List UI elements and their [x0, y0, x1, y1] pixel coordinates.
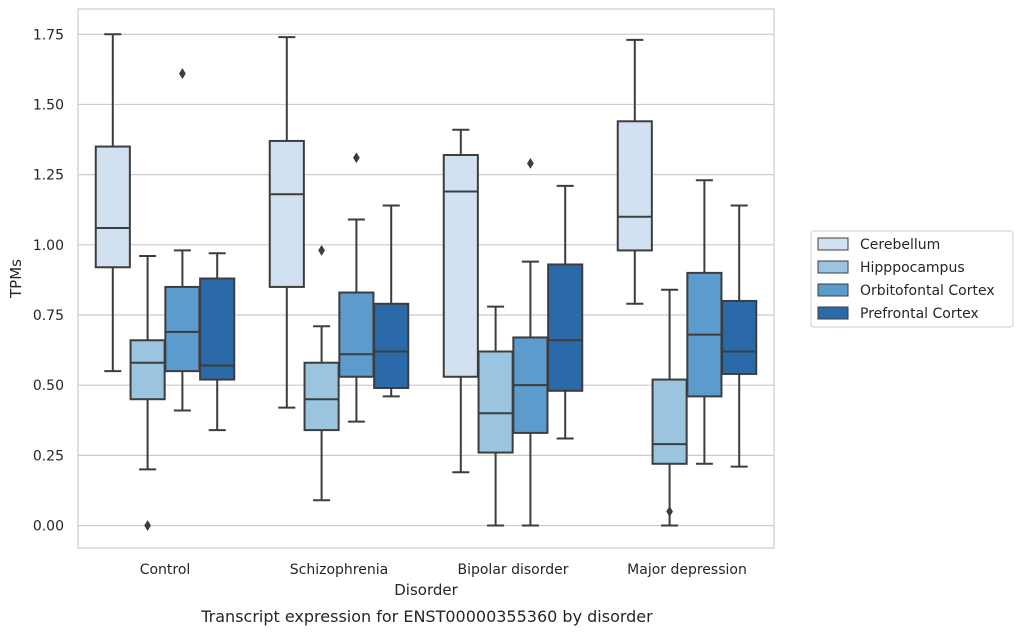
box-cerebellum — [94, 33, 131, 373]
box-iqr — [268, 139, 305, 288]
box-hipppocampus — [477, 305, 514, 527]
plot-frame — [77, 8, 775, 549]
box-cerebellum — [442, 128, 479, 474]
outlier-point — [179, 68, 186, 79]
legend-swatch — [817, 283, 849, 297]
box-iqr — [303, 361, 340, 432]
y-tick-label: 0.25 — [33, 448, 64, 464]
box-iqr — [616, 120, 653, 252]
box-orbitofontal-cortex — [338, 152, 375, 423]
box-cerebellum — [616, 38, 653, 305]
x-tick-label: Schizophrenia — [290, 562, 388, 578]
legend-label: Orbitofontal Cortex — [860, 283, 995, 299]
y-tick-label: 0.00 — [33, 519, 64, 535]
box-iqr — [164, 285, 201, 373]
box-iqr — [129, 339, 166, 401]
legend-swatch — [817, 260, 849, 274]
box-iqr — [442, 153, 479, 378]
y-tick-label: 1.50 — [33, 97, 64, 113]
y-tick-label: 0.50 — [33, 378, 64, 394]
legend: Cerebellum Hipppocampus Orbitofontal Corte… — [810, 230, 1014, 328]
y-tick-label: 1.25 — [33, 168, 64, 184]
box-iqr — [477, 350, 514, 454]
legend-label: Cerebellum — [860, 237, 940, 253]
box-orbitofontal-cortex — [686, 179, 723, 465]
box-iqr — [651, 378, 688, 465]
y-tick-labels: 0.00 0.25 0.50 0.75 1.00 1.25 1.50 1.75 — [33, 27, 64, 534]
box-prefrontal-cortex — [547, 184, 584, 440]
box-prefrontal-cortex — [721, 204, 758, 468]
box-hipppocampus — [129, 255, 166, 531]
x-tick-label: Control — [140, 562, 191, 578]
x-tick-label: Bipolar disorder — [457, 562, 568, 578]
outlier-point — [527, 158, 534, 169]
box-iqr — [373, 302, 410, 389]
chart-caption: Transcript expression for ENST0000035536… — [200, 607, 653, 626]
y-axis-label: TPMs — [7, 259, 25, 299]
box-orbitofontal-cortex — [512, 158, 549, 527]
box-prefrontal-cortex — [373, 204, 410, 398]
box-layer — [94, 33, 758, 531]
box-hipppocampus — [651, 288, 688, 527]
box-iqr — [338, 291, 375, 378]
y-tick-label: 0.75 — [33, 308, 64, 324]
x-tick-labels: Control Schizophrenia Bipolar disorder Majo… — [140, 562, 747, 578]
outlier-point — [144, 520, 151, 531]
outlier-point — [318, 245, 325, 256]
legend-swatch — [817, 306, 849, 320]
box-iqr — [547, 263, 584, 392]
outlier-point — [353, 152, 360, 164]
outlier-point — [666, 506, 673, 517]
box-hipppocampus — [303, 245, 340, 502]
x-axis-label: Disorder — [394, 581, 458, 599]
x-tick-label: Major depression — [627, 562, 747, 578]
box-iqr — [721, 299, 758, 375]
legend-swatch — [817, 237, 849, 251]
legend-frame — [810, 230, 1014, 328]
box-cerebellum — [268, 36, 305, 409]
y-tick-label: 1.75 — [33, 27, 64, 43]
y-tick-label: 1.00 — [33, 238, 64, 254]
box-orbitofontal-cortex — [164, 68, 201, 412]
box-prefrontal-cortex — [199, 252, 236, 432]
box-iqr — [199, 277, 236, 381]
legend-label: Hipppocampus — [860, 260, 965, 276]
box-iqr — [94, 145, 131, 269]
legend-label: Prefrontal Cortex — [860, 306, 979, 322]
